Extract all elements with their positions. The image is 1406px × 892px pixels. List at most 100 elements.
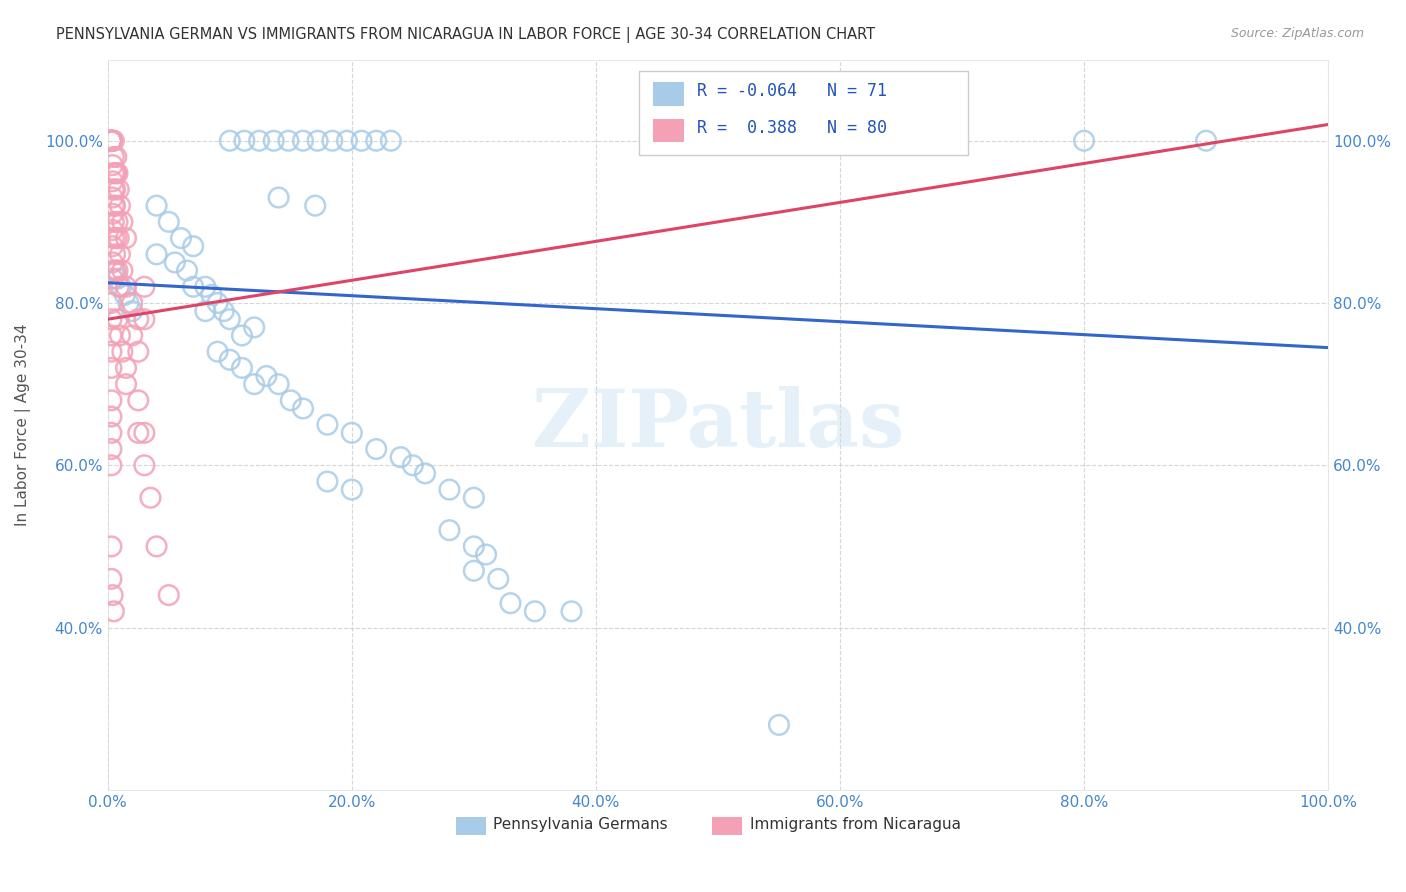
Point — [463, 491, 485, 505]
Point — [100, 442, 122, 456]
Y-axis label: In Labor Force | Age 30-34: In Labor Force | Age 30-34 — [15, 324, 31, 526]
Point — [134, 280, 156, 294]
Text: PENNSYLVANIA GERMAN VS IMMIGRANTS FROM NICARAGUA IN LABOR FORCE | AGE 30-34 CORR: PENNSYLVANIA GERMAN VS IMMIGRANTS FROM N… — [56, 27, 876, 43]
Point — [267, 190, 290, 204]
Point — [104, 263, 127, 277]
Point — [292, 401, 315, 416]
Point — [389, 450, 412, 465]
Text: R =  0.388   N = 80: R = 0.388 N = 80 — [697, 119, 887, 136]
Point — [243, 377, 266, 392]
Point — [107, 166, 129, 180]
Text: ZIPatlas: ZIPatlas — [531, 385, 904, 464]
Point — [307, 134, 329, 148]
Point — [207, 296, 229, 310]
Point — [463, 540, 485, 554]
Point — [104, 199, 127, 213]
FancyBboxPatch shape — [456, 817, 486, 835]
Point — [336, 134, 359, 148]
Point — [200, 288, 222, 302]
Point — [402, 458, 425, 473]
Point — [103, 263, 125, 277]
Point — [107, 312, 129, 326]
Point — [101, 190, 124, 204]
Point — [439, 483, 461, 497]
Point — [100, 393, 122, 408]
Point — [254, 369, 277, 384]
Point — [100, 134, 122, 148]
Point — [145, 540, 167, 554]
Point — [127, 393, 149, 408]
Point — [176, 263, 198, 277]
Point — [114, 288, 136, 302]
Point — [145, 247, 167, 261]
Point — [134, 458, 156, 473]
Point — [218, 134, 240, 148]
Point — [366, 134, 388, 148]
Point — [108, 247, 131, 261]
Point — [121, 328, 143, 343]
Point — [101, 255, 124, 269]
Point — [194, 280, 217, 294]
Point — [103, 166, 125, 180]
Point — [157, 588, 180, 602]
Point — [127, 425, 149, 440]
Point — [231, 328, 253, 343]
Point — [101, 158, 124, 172]
Point — [212, 304, 235, 318]
Point — [101, 223, 124, 237]
Point — [170, 231, 193, 245]
Point — [111, 344, 134, 359]
Point — [1073, 134, 1095, 148]
Point — [560, 604, 582, 618]
Point — [105, 166, 128, 180]
Point — [277, 134, 299, 148]
Point — [340, 483, 363, 497]
Point — [100, 134, 122, 148]
Point — [163, 255, 186, 269]
Point — [100, 134, 122, 148]
Point — [499, 596, 522, 610]
Point — [115, 360, 138, 375]
Point — [115, 231, 138, 245]
Point — [292, 134, 315, 148]
Point — [115, 280, 138, 294]
Point — [263, 134, 285, 148]
Point — [100, 458, 122, 473]
Point — [181, 239, 204, 253]
Point — [380, 134, 402, 148]
Point — [100, 134, 122, 148]
Point — [316, 475, 339, 489]
Point — [1195, 134, 1218, 148]
FancyBboxPatch shape — [638, 70, 969, 154]
Point — [107, 231, 129, 245]
Point — [100, 134, 122, 148]
Point — [463, 564, 485, 578]
Point — [181, 280, 204, 294]
Point — [100, 409, 122, 424]
Point — [100, 572, 122, 586]
Point — [111, 263, 134, 277]
Point — [104, 166, 127, 180]
Point — [439, 523, 461, 537]
Point — [100, 312, 122, 326]
Point — [117, 296, 139, 310]
Text: Source: ZipAtlas.com: Source: ZipAtlas.com — [1230, 27, 1364, 40]
Point — [100, 296, 122, 310]
Point — [523, 604, 546, 618]
Point — [100, 360, 122, 375]
Point — [104, 182, 127, 196]
Point — [100, 134, 122, 148]
Point — [105, 150, 128, 164]
Point — [100, 344, 122, 359]
Point — [350, 134, 373, 148]
Point — [304, 199, 326, 213]
Point — [101, 588, 124, 602]
Point — [218, 352, 240, 367]
Point — [121, 296, 143, 310]
Point — [107, 215, 129, 229]
Point — [108, 328, 131, 343]
Point — [247, 134, 270, 148]
Point — [233, 134, 256, 148]
Text: Immigrants from Nicaragua: Immigrants from Nicaragua — [749, 817, 960, 832]
Point — [111, 215, 134, 229]
